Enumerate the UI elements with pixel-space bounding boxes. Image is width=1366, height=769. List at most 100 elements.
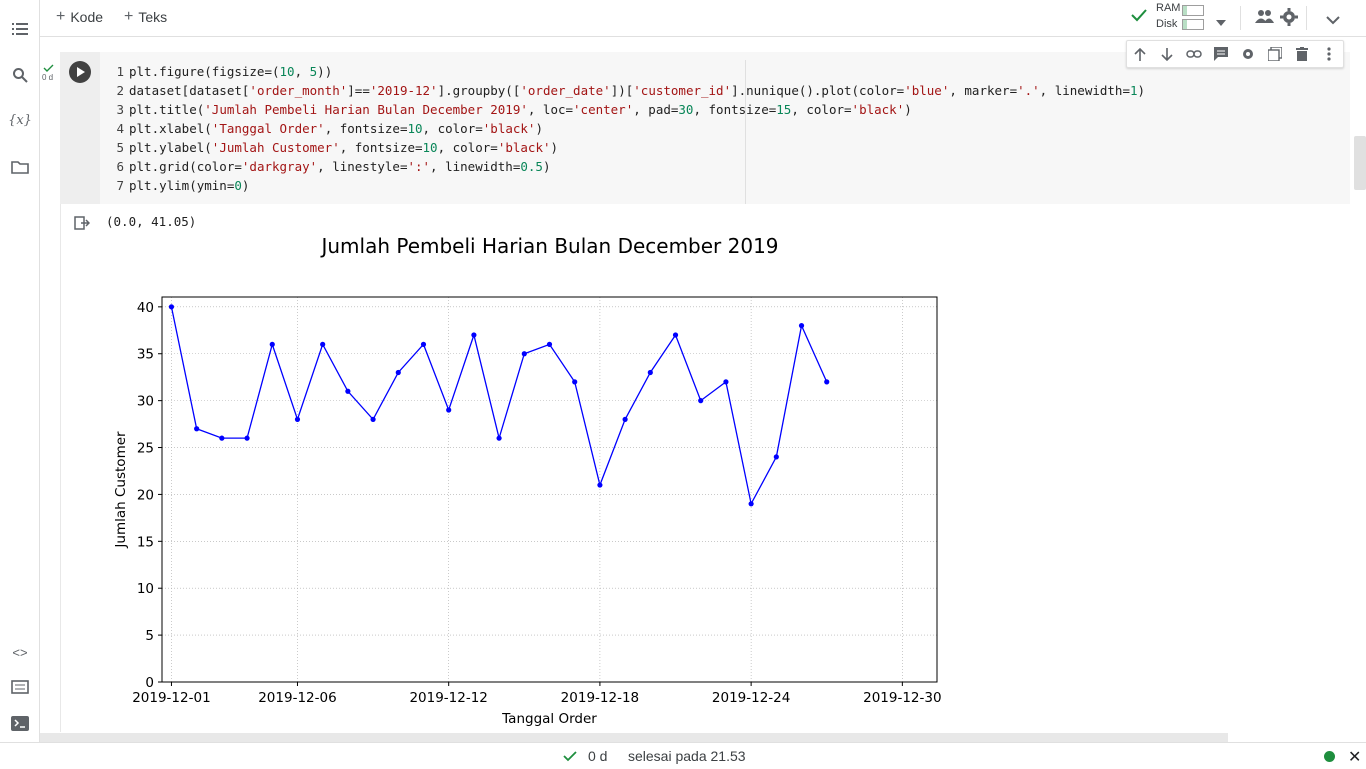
x-tick-label: 2019-12-30 (863, 690, 941, 706)
code-token: ].groupby([ (437, 83, 521, 98)
share-people-icon[interactable] (1254, 9, 1274, 28)
code-editor[interactable]: 1 plt.figure(figsize=(10, 5)) 2 dataset[dat… (108, 62, 1145, 195)
code-line[interactable]: 7 plt.ylim(ymin=0) (108, 176, 1145, 195)
data-point (698, 398, 704, 404)
connected-check-icon (1130, 8, 1148, 27)
cell-toolbar (1126, 40, 1344, 68)
search-icon[interactable] (8, 63, 32, 87)
status-check-icon (563, 749, 577, 767)
delete-icon[interactable] (1293, 45, 1311, 63)
code-token: , fontsize= (324, 121, 408, 136)
code-token: 'Jumlah Pembeli Harian Bulan December 20… (204, 102, 528, 117)
mirror-cell-icon[interactable] (1266, 45, 1284, 63)
play-icon (76, 67, 85, 77)
code-token: )) (317, 64, 333, 79)
data-point (798, 323, 805, 329)
code-line[interactable]: 1 plt.figure(figsize=(10, 5)) (108, 62, 1145, 81)
code-token: , fontsize= (339, 140, 423, 155)
code-token: , color= (437, 140, 498, 155)
disk-usage-bar[interactable] (1182, 19, 1204, 30)
data-point (672, 332, 679, 338)
code-token: 0 (234, 178, 242, 193)
code-token: plt.xlabel( (129, 121, 212, 136)
data-point (446, 407, 452, 413)
toolbar-divider (1306, 6, 1307, 30)
data-point (723, 379, 729, 385)
status-finished: selesai pada 21.53 (628, 748, 746, 764)
data-point (572, 379, 578, 385)
code-line[interactable]: 5 plt.ylabel('Jumlah Customer', fontsize=… (108, 138, 1145, 157)
data-point (597, 482, 603, 488)
code-token: , (294, 64, 310, 79)
add-text-button[interactable]: + Teks (124, 7, 167, 27)
disk-label: Disk (1156, 18, 1178, 30)
cell-settings-icon[interactable] (1239, 45, 1257, 63)
code-line[interactable]: 3 plt.title('Jumlah Pembeli Harian Bulan … (108, 100, 1145, 119)
data-point (244, 435, 250, 441)
code-token: 'Jumlah Customer' (211, 140, 340, 155)
code-token: ) (550, 140, 559, 155)
link-icon[interactable] (1185, 45, 1203, 63)
output-clear-icon[interactable] (74, 216, 91, 235)
runtime-dropdown-icon[interactable] (1216, 13, 1226, 31)
line-number: 2 (116, 83, 124, 98)
chart-title: Jumlah Pembeli Harian Bulan December 201… (321, 234, 779, 258)
code-token: , marker= (949, 83, 1018, 98)
add-code-button[interactable]: + Kode (56, 7, 103, 27)
code-token: 'customer_id' (633, 83, 732, 98)
line-number: 1 (116, 64, 124, 79)
code-line[interactable]: 2 dataset[dataset['order_month']=='2019-1… (108, 81, 1145, 100)
vertical-scrollbar[interactable] (1354, 136, 1366, 190)
code-token: plt.ylabel( (129, 140, 212, 155)
table-of-contents-icon[interactable] (8, 17, 32, 41)
line-number: 4 (116, 121, 124, 136)
y-tick-label: 35 (137, 347, 154, 363)
code-token: 15 (776, 102, 792, 117)
ram-usage-bar[interactable] (1182, 5, 1204, 16)
y-axis-label: Jumlah Customer (113, 431, 129, 549)
code-token: 10 (422, 140, 438, 155)
code-token: dataset[dataset[ (129, 83, 250, 98)
code-cell[interactable] (60, 52, 1350, 204)
code-token: plt.figure(figsize=( (129, 64, 280, 79)
horizontal-scrollbar[interactable] (40, 733, 1228, 742)
code-token: ) (535, 121, 543, 136)
data-point (773, 454, 779, 460)
code-token: ':' (407, 159, 431, 174)
data-point (194, 426, 200, 432)
code-token: ]== (347, 83, 370, 98)
close-status-icon[interactable]: ✕ (1348, 749, 1362, 766)
code-token: 'order_month' (249, 83, 348, 98)
move-up-icon[interactable] (1131, 45, 1149, 63)
code-token: 1 (1129, 83, 1138, 98)
run-cell-button[interactable] (69, 61, 91, 83)
settings-gear-icon[interactable] (1280, 8, 1298, 31)
comment-icon[interactable] (1212, 45, 1230, 63)
move-down-icon[interactable] (1158, 45, 1176, 63)
x-tick-label: 2019-12-18 (561, 690, 639, 706)
add-text-label: Teks (138, 9, 168, 25)
terminal-icon[interactable] (8, 711, 32, 735)
files-folder-icon[interactable] (8, 155, 32, 179)
x-tick-label: 2019-12-12 (409, 690, 487, 706)
series-line (170, 306, 828, 506)
data-point (546, 341, 553, 347)
code-snippets-icon[interactable]: <> (12, 644, 28, 660)
command-palette-icon[interactable] (8, 675, 32, 699)
collapse-chevron-icon[interactable] (1326, 12, 1340, 30)
data-point (496, 435, 502, 441)
more-vert-icon[interactable] (1320, 45, 1338, 63)
code-line[interactable]: 6 plt.grid(color='darkgray', linestyle=':… (108, 157, 1145, 176)
variables-icon[interactable]: {x} (8, 112, 32, 128)
data-point (219, 435, 225, 441)
code-token: 'order_date' (520, 83, 611, 98)
code-token: , pad= (633, 102, 679, 117)
y-tick-label: 15 (137, 534, 154, 550)
y-tick-label: 0 (145, 675, 154, 691)
line-number: 7 (116, 178, 124, 193)
y-tick-label: 30 (137, 394, 154, 410)
code-token: 'blue' (904, 83, 950, 98)
code-token: , color= (422, 121, 483, 136)
code-line[interactable]: 4 plt.xlabel('Tanggal Order', fontsize=10… (108, 119, 1145, 138)
